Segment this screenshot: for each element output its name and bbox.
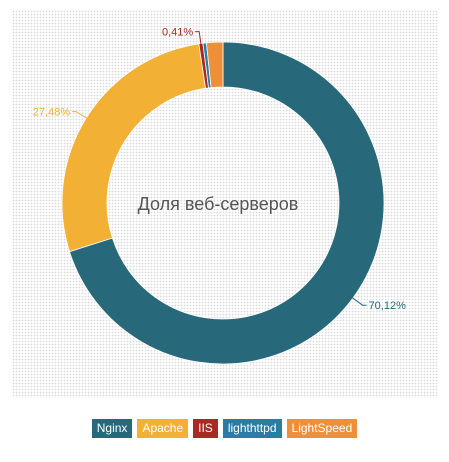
- slice-apache[interactable]: [61, 43, 207, 253]
- legend-item-nginx[interactable]: Nginx: [91, 419, 133, 438]
- chart-title: Доля веб-серверов: [138, 194, 299, 214]
- leader-line-nginx: [350, 296, 367, 306]
- leader-line-iis: [195, 31, 202, 46]
- legend-item-lighthttpd[interactable]: lighthttpd: [222, 419, 282, 438]
- data-label-apache: 27,48%: [33, 107, 71, 119]
- legend: Nginx Apache IIS lighthttpd LightSpeed: [0, 419, 449, 438]
- legend-item-lightspeed[interactable]: LightSpeed: [286, 419, 358, 438]
- slice-lightspeed[interactable]: [205, 41, 224, 89]
- labels-group: 70,12% 27,48% 0,41%: [33, 27, 406, 313]
- data-label-iis: 0,41%: [162, 27, 193, 39]
- slices-group: [61, 41, 385, 365]
- slice-nginx[interactable]: [69, 41, 385, 365]
- legend-item-apache[interactable]: Apache: [137, 419, 189, 438]
- leader-line-apache: [72, 111, 89, 120]
- legend-item-iis[interactable]: IIS: [193, 419, 218, 438]
- data-label-nginx: 70,12%: [369, 300, 407, 312]
